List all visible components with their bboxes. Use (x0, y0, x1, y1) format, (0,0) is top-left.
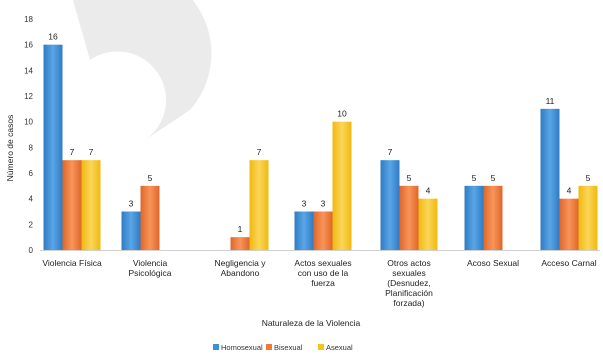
data-labels-group: 16 7 7 3 5 1 7 3 3 10 7 5 4 5 5 11 4 5 (48, 32, 590, 235)
data-label: 4 (567, 186, 572, 196)
x-tick-label: Negligencia y Abandono (214, 258, 266, 278)
bar-homosexual (121, 211, 141, 250)
y-tick-label: 4 (29, 195, 34, 204)
legend-swatch-homosexual (213, 344, 219, 350)
watermark-shape (72, 0, 212, 140)
data-label: 4 (426, 186, 431, 196)
x-tick-label: Violencia Física (42, 258, 102, 268)
y-tick-label: 0 (29, 246, 34, 255)
bar-bisexual (140, 185, 160, 250)
bar-asexual (249, 160, 269, 250)
bar-asexual (332, 121, 352, 251)
bar-bisexual (483, 185, 503, 250)
legend-label: Bisexual (274, 343, 303, 352)
bars-group (43, 44, 598, 251)
data-label: 7 (70, 147, 75, 157)
bar-homosexual (380, 160, 400, 250)
bar-homosexual (43, 44, 63, 250)
x-tick-label: Otros actos sexuales (Desnudez, Planificaci… (385, 258, 433, 308)
data-label: 5 (148, 173, 153, 183)
data-label: 3 (321, 199, 326, 209)
y-tick-label: 16 (24, 41, 33, 50)
y-tick-label: 6 (29, 169, 34, 178)
data-label: 7 (257, 147, 262, 157)
data-label: 1 (238, 224, 243, 234)
data-label: 7 (388, 147, 393, 157)
y-tick-label: 14 (24, 66, 33, 75)
y-tick-label: 12 (24, 92, 33, 101)
y-tick-label: 8 (29, 143, 34, 152)
data-label: 5 (407, 173, 412, 183)
y-axis-title: Número de casos (5, 115, 15, 182)
y-tick-label: 10 (24, 118, 33, 127)
legend-swatch-bisexual (266, 344, 272, 350)
data-label: 5 (472, 173, 477, 183)
x-tick-label: Violencia Psicológica (129, 258, 172, 278)
bar-bisexual (62, 160, 82, 250)
x-axis-title: Naturaleza de la Violencia (262, 318, 361, 328)
data-label: 5 (586, 173, 591, 183)
legend-label: Homosexual (221, 343, 263, 352)
y-tick-label: 18 (24, 15, 33, 24)
bar-asexual (578, 185, 598, 250)
data-label: 10 (337, 109, 347, 119)
data-label: 7 (89, 147, 94, 157)
legend: Homosexual Bisexual Asexual (213, 343, 353, 352)
data-label: 16 (48, 32, 58, 42)
bar-bisexual (230, 237, 250, 250)
bar-homosexual (464, 185, 484, 250)
data-label: 3 (129, 199, 134, 209)
y-tick-label: 2 (29, 220, 34, 229)
bar-homosexual (294, 211, 314, 250)
data-label: 5 (491, 173, 496, 183)
bar-bisexual (559, 198, 579, 250)
bar-asexual (418, 198, 438, 250)
bar-bisexual (399, 185, 419, 250)
x-tick-label: Actos sexuales con uso de la fuerza (294, 258, 351, 288)
x-tick-label: Acceso Carnal (541, 258, 596, 268)
category-labels-group: Violencia Física Violencia Psicológica Negl… (42, 258, 596, 308)
legend-swatch-asexual (318, 344, 324, 350)
x-tick-label: Acoso Sexual (467, 258, 519, 268)
bar-bisexual (313, 211, 333, 250)
bar-asexual (81, 160, 101, 250)
bar-homosexual (540, 108, 560, 250)
legend-label: Asexual (326, 343, 353, 352)
data-label: 3 (302, 199, 307, 209)
data-label: 11 (546, 96, 555, 106)
